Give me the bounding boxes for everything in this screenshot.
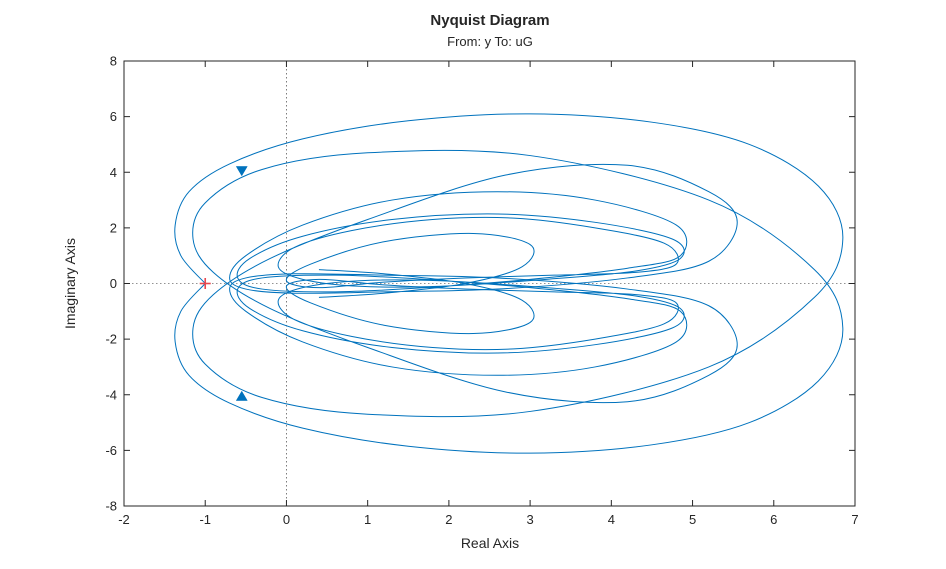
y-tick-label: 4	[110, 165, 117, 180]
y-axis-ticks: 8 6 4 2 0 -2 -4 -6 -8	[105, 54, 855, 514]
y-tick-label: 0	[110, 276, 117, 291]
x-tick-label: 6	[770, 512, 777, 527]
y-tick-label: -4	[105, 387, 117, 402]
x-tick-label: -1	[199, 512, 211, 527]
critical-point-group	[199, 278, 211, 289]
x-tick-label: 4	[608, 512, 615, 527]
x-axis-label: Real Axis	[461, 535, 519, 551]
y-tick-label: 8	[110, 54, 117, 69]
x-tick-label: 1	[364, 512, 371, 527]
chart-subtitle: From: y To: uG	[447, 34, 533, 49]
direction-arrows	[235, 166, 248, 401]
x-tick-label: 3	[526, 512, 533, 527]
x-tick-label: -2	[118, 512, 130, 527]
y-axis-label: Imaginary Axis	[62, 238, 78, 329]
x-tick-label: 7	[851, 512, 858, 527]
y-tick-label: -8	[105, 499, 117, 514]
x-tick-label: 0	[283, 512, 290, 527]
nyquist-curve-negative-frequency	[174, 149, 844, 454]
nyquist-curves	[174, 113, 844, 454]
x-tick-label: 2	[445, 512, 452, 527]
x-tick-label: 5	[689, 512, 696, 527]
y-tick-label: 6	[110, 109, 117, 124]
y-tick-label: 2	[110, 220, 117, 235]
direction-arrow	[235, 166, 248, 177]
y-tick-label: -2	[105, 332, 117, 347]
direction-arrow	[235, 390, 248, 401]
x-axis-ticks: -2 -1 0 1 2 3 4 5 6 7	[118, 61, 859, 527]
y-tick-label: -6	[105, 443, 117, 458]
chart-title: Nyquist Diagram	[430, 12, 549, 29]
nyquist-curve-positive-frequency	[174, 113, 844, 418]
